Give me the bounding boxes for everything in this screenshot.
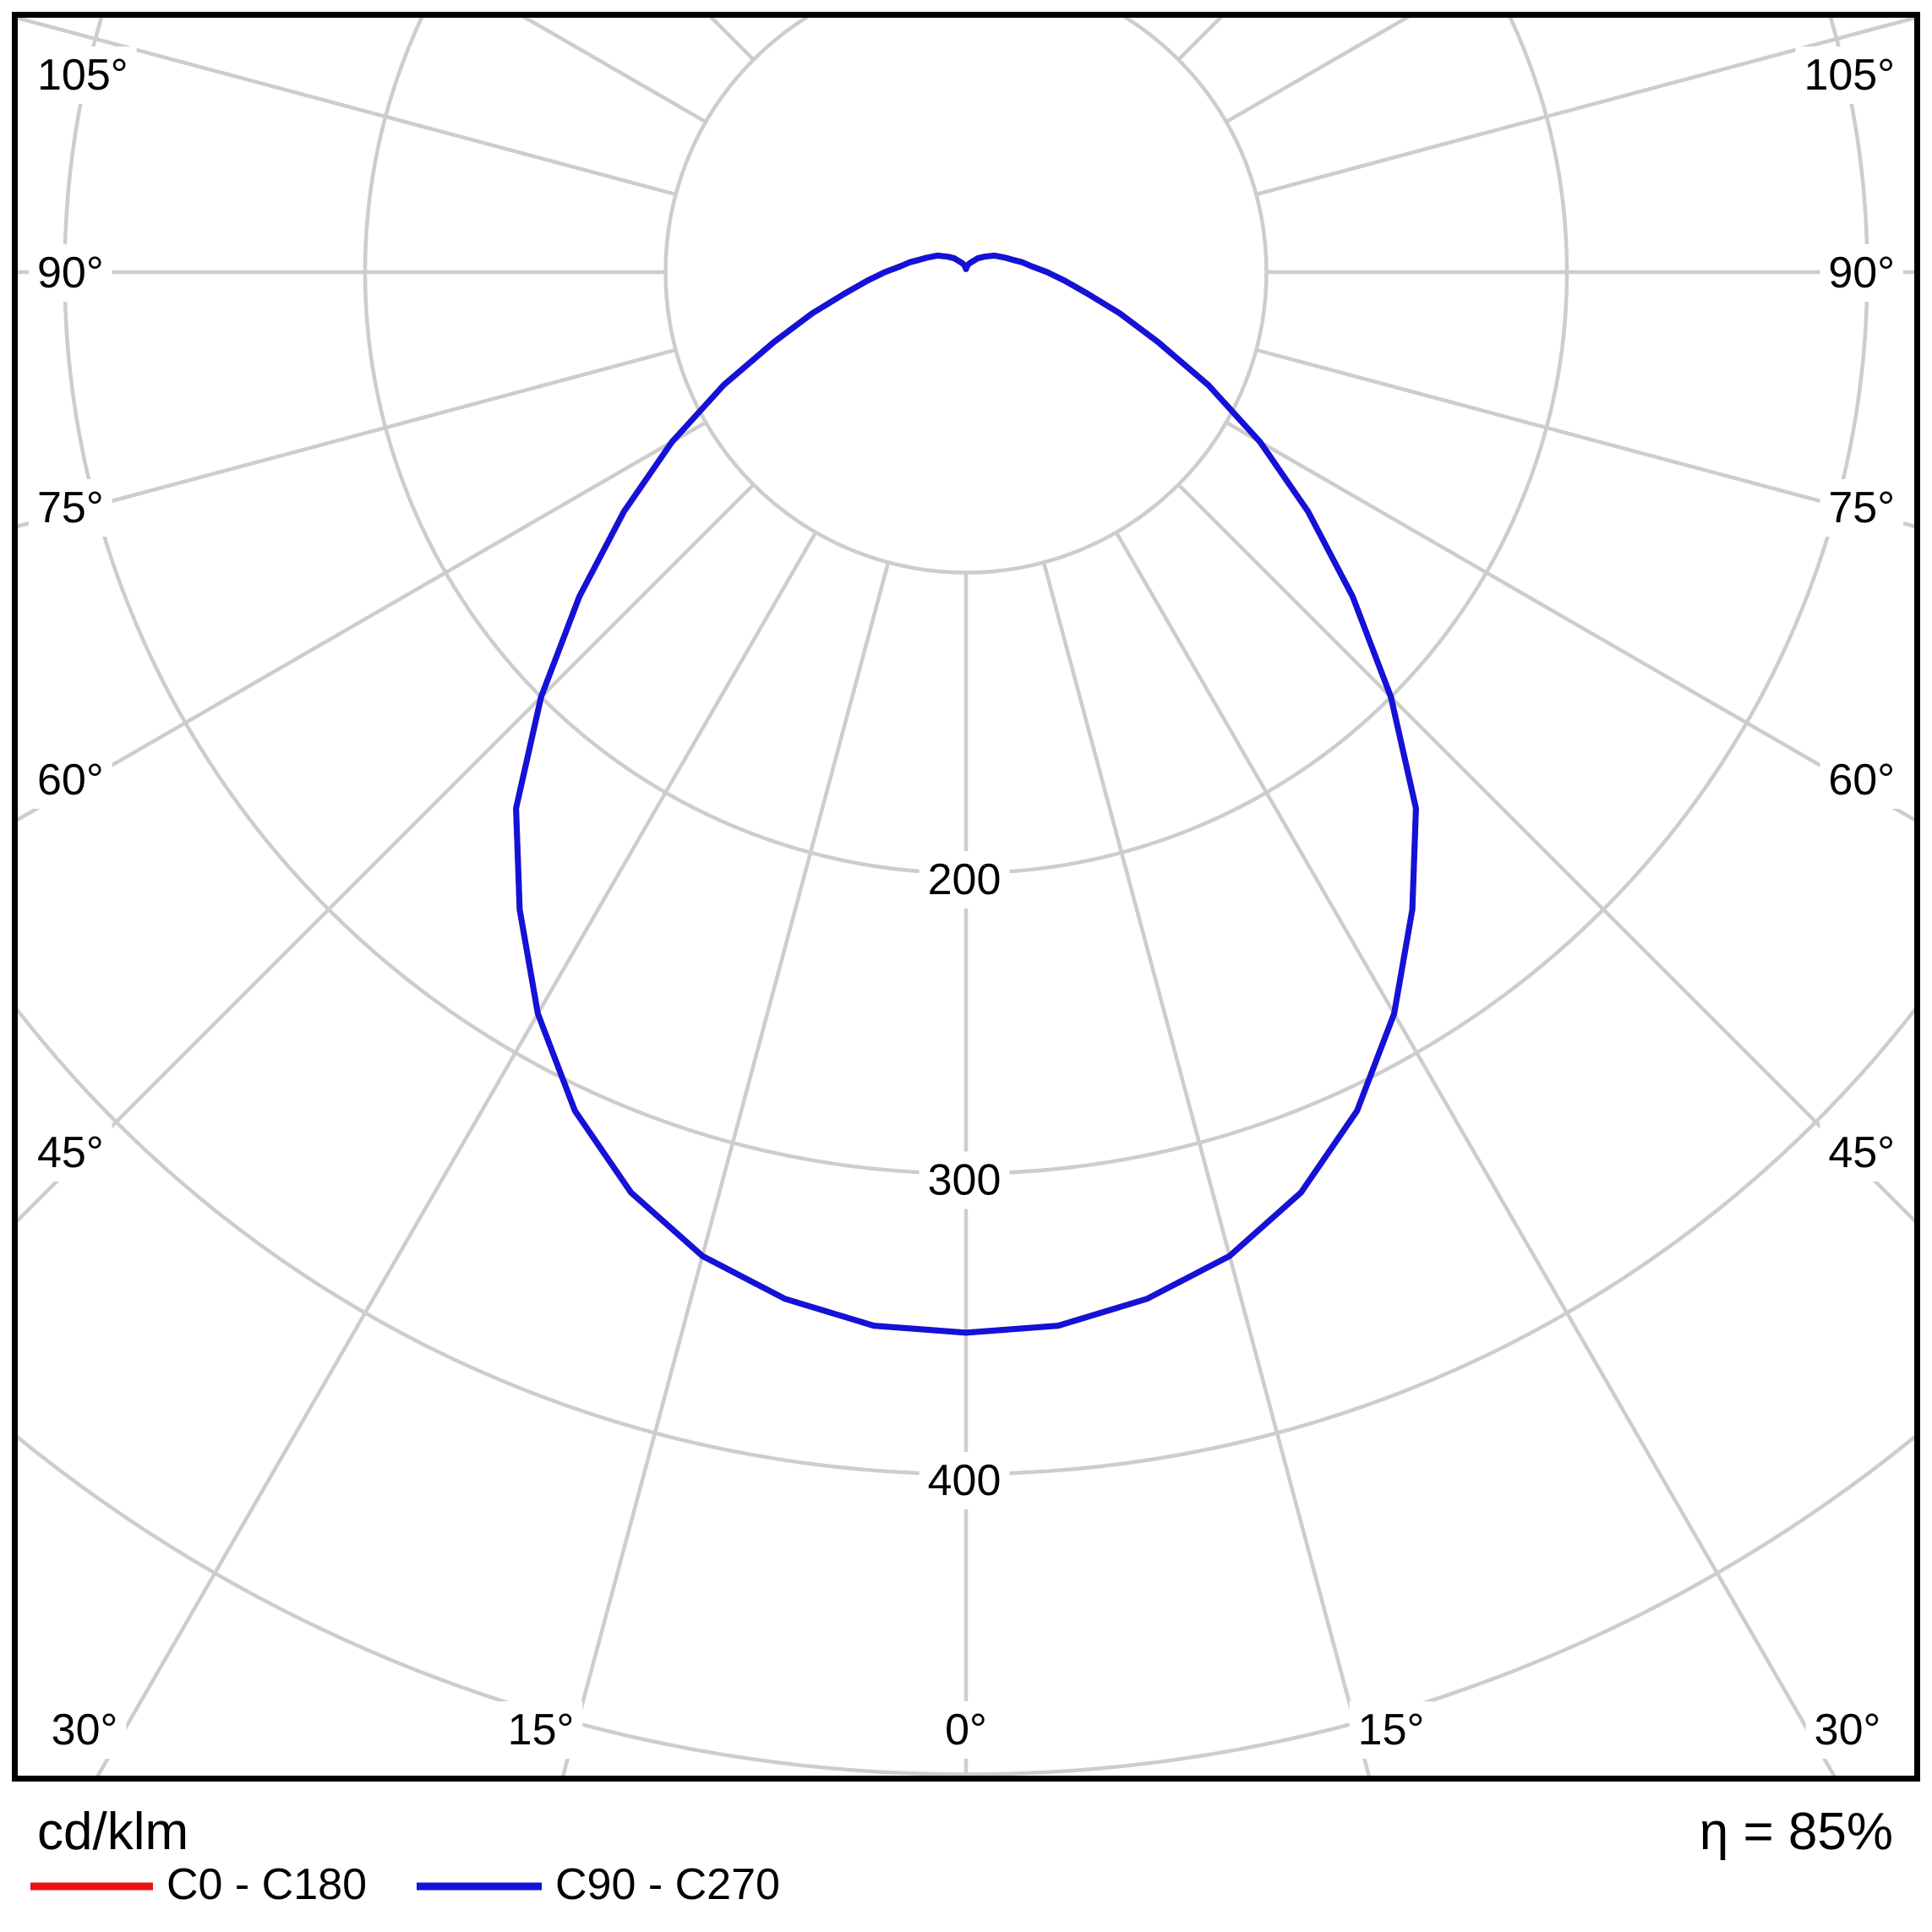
angle-label-0-105°: 105° xyxy=(37,51,128,100)
angle-label-8-60°: 60° xyxy=(1828,756,1895,805)
ring-label-400: 400 xyxy=(928,1456,1001,1505)
angle-label-2-75°: 75° xyxy=(37,483,104,532)
grid-radial-105deg xyxy=(1255,18,1914,197)
ring-label-200: 200 xyxy=(928,855,1001,904)
angle-label-4-45°-bg xyxy=(29,1124,112,1182)
ring-label-200-bg xyxy=(919,851,1010,909)
angle-label-10-30°-bg xyxy=(42,1701,127,1759)
grid-radial-15deg xyxy=(1041,561,1372,1776)
angle-label-9-45°-bg xyxy=(1820,1124,1903,1182)
angle-label-13-15°: 15° xyxy=(1358,1706,1425,1755)
angle-label-10-30°: 30° xyxy=(52,1706,118,1755)
efficiency-label: η = 85% xyxy=(1700,1803,1893,1861)
grid-radial-285deg xyxy=(18,347,677,528)
angle-label-7-75°: 75° xyxy=(1828,483,1895,532)
intensity-curves xyxy=(513,252,1419,1336)
polar-grid-labels: 200 300 400 105° 90° 75° 60° 45° 105° 90° 75° 60° 45… xyxy=(29,46,1903,1759)
grid-radial-45deg xyxy=(1176,483,1914,1224)
angle-label-11-15°-bg xyxy=(499,1701,583,1759)
angle-label-12-0°: 0° xyxy=(945,1706,987,1755)
grid-radial-75deg xyxy=(1255,347,1914,528)
angle-label-14-30°-bg xyxy=(1805,1701,1890,1759)
angle-label-1-90°: 90° xyxy=(37,248,104,297)
angle-label-12-0°-bg xyxy=(936,1701,996,1759)
grid-radial-210deg xyxy=(0,0,816,12)
angle-label-5-105°: 105° xyxy=(1804,51,1895,100)
angle-label-2-75°-bg xyxy=(29,479,112,537)
grid-radial-60deg xyxy=(1225,420,1914,822)
angle-label-5-105°-bg xyxy=(1795,46,1903,104)
grid-radial-30deg xyxy=(1114,531,1836,1776)
angle-label-1-90°-bg xyxy=(29,244,112,302)
angle-label-13-15°-bg xyxy=(1349,1701,1433,1759)
angle-label-6-90°-bg xyxy=(1820,244,1903,302)
grid-circle-100 xyxy=(663,18,1269,575)
angle-label-3-60°: 60° xyxy=(37,756,104,805)
angle-label-4-45°: 45° xyxy=(37,1128,104,1177)
units-label: cd/klm xyxy=(37,1803,188,1861)
grid-radial-330deg xyxy=(96,531,818,1776)
grid-radial-315deg xyxy=(18,483,756,1224)
angle-label-7-75°-bg xyxy=(1820,479,1903,537)
curve-C90-C270 xyxy=(513,252,1419,1336)
ring-label-400-bg xyxy=(919,1452,1010,1509)
angle-label-3-60°-bg xyxy=(29,751,112,809)
grid-radial-300deg xyxy=(18,420,707,822)
angle-label-9-45°: 45° xyxy=(1828,1128,1895,1177)
angle-label-6-90°: 90° xyxy=(1828,248,1895,297)
plot-border xyxy=(12,12,1920,1782)
grid-radial-255deg xyxy=(18,18,677,197)
angle-label-0-105°-bg xyxy=(29,46,137,104)
angle-label-14-30°: 30° xyxy=(1815,1706,1881,1755)
grid-radial-345deg xyxy=(560,561,891,1776)
angle-label-8-60°-bg xyxy=(1820,751,1903,809)
legend-label-c90-c270: C90 - C270 xyxy=(555,1860,780,1909)
angle-label-11-15°: 15° xyxy=(508,1706,575,1755)
ring-label-300-bg xyxy=(919,1151,1010,1209)
legend: C0 - C180 C90 - C270 xyxy=(30,1860,780,1909)
grid-radial-150deg xyxy=(1116,0,1932,12)
ring-label-300: 300 xyxy=(928,1156,1001,1205)
legend-label-c0-c180: C0 - C180 xyxy=(166,1860,367,1909)
